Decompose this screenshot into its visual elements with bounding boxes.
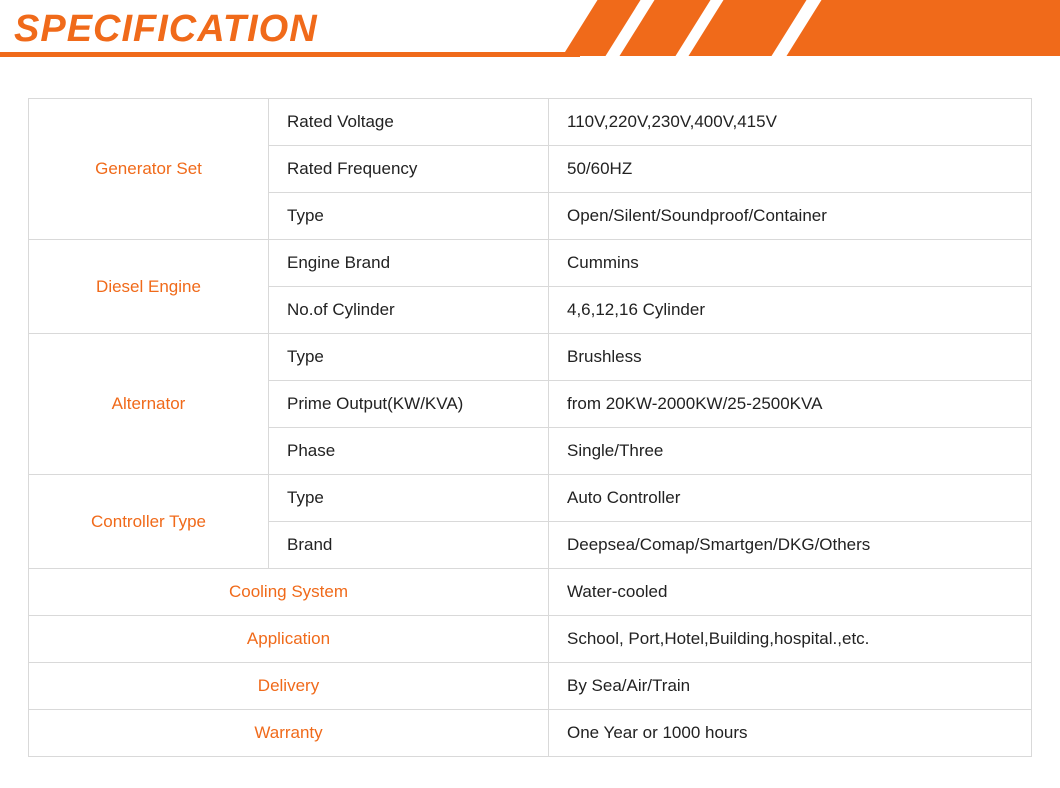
page-title: SPECIFICATION: [14, 8, 318, 51]
table-row: Delivery By Sea/Air/Train: [29, 663, 1032, 710]
category-cell: Delivery: [29, 663, 549, 710]
param-cell: Phase: [269, 428, 549, 475]
category-cell: Alternator: [29, 334, 269, 475]
value-cell: Auto Controller: [549, 475, 1032, 522]
table-row: Cooling System Water-cooled: [29, 569, 1032, 616]
param-cell: Prime Output(KW/KVA): [269, 381, 549, 428]
value-cell: 110V,220V,230V,400V,415V: [549, 99, 1032, 146]
category-cell: Controller Type: [29, 475, 269, 569]
category-cell: Cooling System: [29, 569, 549, 616]
param-cell: Engine Brand: [269, 240, 549, 287]
category-cell: Diesel Engine: [29, 240, 269, 334]
specification-table: Generator Set Rated Voltage 110V,220V,23…: [28, 98, 1032, 757]
table-row: Controller Type Type Auto Controller: [29, 475, 1032, 522]
category-cell: Application: [29, 616, 549, 663]
stripe-icon: [786, 0, 1060, 56]
param-cell: Brand: [269, 522, 549, 569]
param-cell: Rated Frequency: [269, 146, 549, 193]
value-cell: By Sea/Air/Train: [549, 663, 1032, 710]
header-banner: SPECIFICATION: [0, 0, 1060, 60]
category-cell: Generator Set: [29, 99, 269, 240]
value-cell: from 20KW-2000KW/25-2500KVA: [549, 381, 1032, 428]
value-cell: Single/Three: [549, 428, 1032, 475]
value-cell: Open/Silent/Soundproof/Container: [549, 193, 1032, 240]
value-cell: Deepsea/Comap/Smartgen/DKG/Others: [549, 522, 1032, 569]
param-cell: Rated Voltage: [269, 99, 549, 146]
value-cell: Cummins: [549, 240, 1032, 287]
param-cell: Type: [269, 334, 549, 381]
table-row: Diesel Engine Engine Brand Cummins: [29, 240, 1032, 287]
param-cell: No.of Cylinder: [269, 287, 549, 334]
table-row: Generator Set Rated Voltage 110V,220V,23…: [29, 99, 1032, 146]
param-cell: Type: [269, 475, 549, 522]
table-row: Warranty One Year or 1000 hours: [29, 710, 1032, 757]
value-cell: Brushless: [549, 334, 1032, 381]
value-cell: 4,6,12,16 Cylinder: [549, 287, 1032, 334]
table-row: Alternator Type Brushless: [29, 334, 1032, 381]
table-body: Generator Set Rated Voltage 110V,220V,23…: [29, 99, 1032, 757]
table-row: Application School, Port,Hotel,Building,…: [29, 616, 1032, 663]
value-cell: One Year or 1000 hours: [549, 710, 1032, 757]
header-stripes: [580, 0, 1060, 58]
param-cell: Type: [269, 193, 549, 240]
value-cell: Water-cooled: [549, 569, 1032, 616]
value-cell: School, Port,Hotel,Building,hospital.,et…: [549, 616, 1032, 663]
category-cell: Warranty: [29, 710, 549, 757]
title-underline: [0, 52, 580, 57]
stripe-icon: [689, 0, 807, 56]
value-cell: 50/60HZ: [549, 146, 1032, 193]
